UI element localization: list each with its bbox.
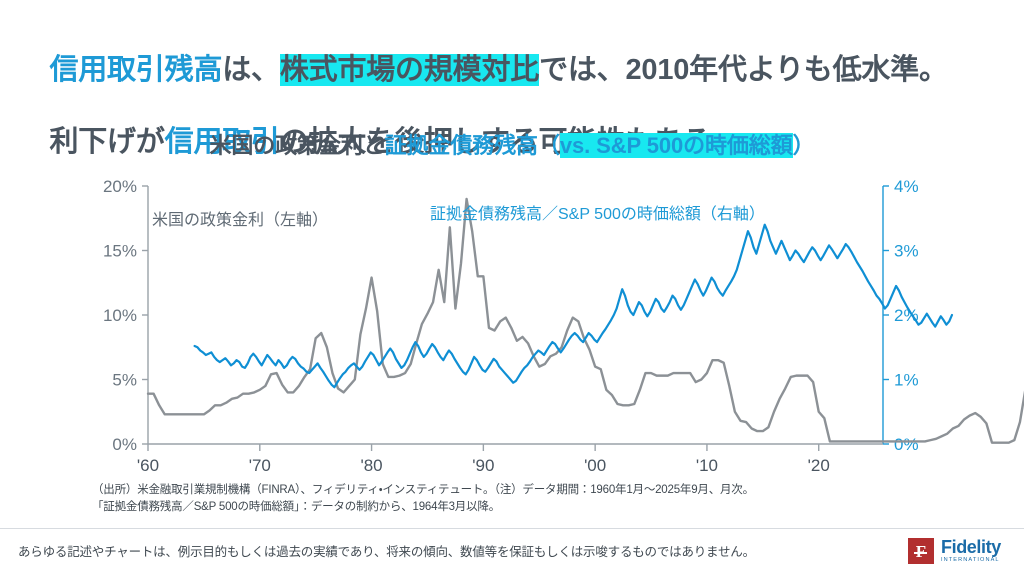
fidelity-f-letter: F [913, 541, 928, 561]
disclaimer-text: あらゆる記述やチャートは、例示目的もしくは過去の実績であり、将来の傾向、数値等を… [18, 545, 755, 559]
legend-label-margin-debt: 証拠金債務残高／S&P 500の時価総額（右軸） [430, 206, 765, 223]
right-axis-tick-label: 1% [894, 371, 919, 390]
headline-blue-term-1: 信用取引残高 [49, 54, 223, 86]
divider [0, 528, 1024, 529]
chart-title-highlight: vs. S&P 500の時価総額 [559, 133, 793, 158]
chart-title-part-3: ） [792, 133, 815, 158]
x-axis-tick-label: '60 [137, 456, 159, 472]
x-axis-tick-label: '70 [249, 456, 271, 472]
legend-label-policy-rate: 米国の政策金利（左軸） [152, 212, 329, 229]
left-axis-tick-label: 5% [112, 371, 137, 390]
chart-area: 米国の政策金利（左軸） 証拠金債務残高／S&P 500の時価総額（右軸） 0% 5… [0, 172, 1024, 472]
x-axis-tick-label: '20 [808, 456, 830, 472]
fidelity-mark-icon: F [908, 538, 934, 564]
chart-title-part-2: 証拠金債務残高（ [384, 133, 560, 158]
x-axis-tick-label: '00 [584, 456, 606, 472]
headline: 信用取引残高は、株式市場の規模対比では、2010年代よりも低水準。 利下げが信用… [18, 16, 1008, 196]
left-axis-tick-label: 0% [112, 435, 137, 454]
x-axis-tick-label: '10 [696, 456, 718, 472]
headline-blue-term-2: 信用取引 [164, 126, 280, 158]
left-axis-tick-label: 15% [103, 242, 137, 261]
chart-title-part-1: 米国の政策金利と [209, 133, 385, 158]
chart-plot: 0% 5% 10% 15% 20% 0% 1% 2% 3% 4% '60 '70 '80 '90 '00 '1… [103, 177, 1024, 472]
chart-title: 米国の政策金利と証拠金債務残高（vs. S&P 500の時価総額） [0, 128, 1024, 160]
footnote-line-1: （出所）米金融取引業規制機構（FINRA）、フィデリティ・インスティテュート。（… [92, 484, 754, 496]
fidelity-subtitle: INTERNATIONAL [941, 557, 1000, 564]
fidelity-wordmark: Fidelity INTERNATIONAL [941, 538, 1001, 564]
right-axis-tick-label: 0% [894, 435, 919, 454]
headline-text-2: では、2010年代よりも低水準。 [539, 54, 948, 86]
fidelity-logo: F Fidelity INTERNATIONAL [908, 538, 1001, 564]
series-policy-rate [146, 197, 1024, 444]
headline-highlight: 株式市場の規模対比 [279, 54, 540, 86]
footnote-line-2: 「証拠金債務残高／S&P 500の時価総額」：データの制約から、1964年3月以… [92, 501, 501, 513]
headline-text-1: は、 [222, 54, 280, 86]
right-axis-tick-label: 2% [894, 306, 919, 325]
fidelity-name: Fidelity [941, 537, 1001, 558]
left-axis-tick-label: 20% [103, 177, 137, 196]
right-axis-tick-label: 4% [894, 177, 919, 196]
x-axis-tick-label: '80 [360, 456, 382, 472]
headline-text-3: 利下げが [49, 126, 165, 158]
chart-footnote: （出所）米金融取引業規制機構（FINRA）、フィデリティ・インスティテュート。（… [92, 482, 942, 516]
x-axis-tick-label: '90 [472, 456, 494, 472]
series-margin-debt [193, 223, 954, 389]
left-axis-tick-label: 10% [103, 306, 137, 325]
right-axis-tick-label: 3% [894, 242, 919, 261]
